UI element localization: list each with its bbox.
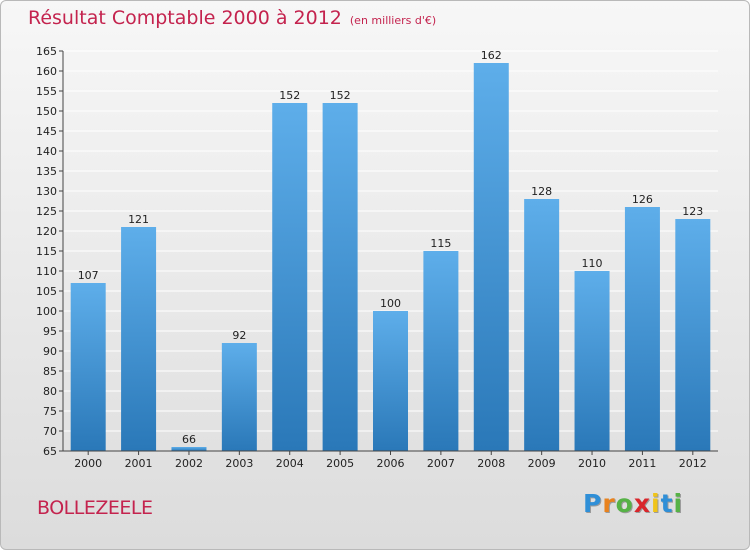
town-name: BOLLEZEELE: [37, 497, 153, 519]
bar: [423, 251, 459, 451]
bar-value-label: 128: [531, 185, 552, 198]
y-tick-label: 70: [43, 425, 57, 438]
bar-value-label: 123: [682, 205, 703, 218]
x-tick-label: 2004: [276, 457, 304, 470]
x-tick-label: 2012: [679, 457, 707, 470]
bar-value-label: 152: [330, 89, 351, 102]
y-tick-label: 80: [43, 385, 57, 398]
y-tick-label: 125: [36, 205, 57, 218]
bar: [322, 103, 358, 451]
y-tick-label: 110: [36, 265, 57, 278]
logo-letter: P: [583, 489, 603, 518]
y-tick-label: 115: [36, 245, 57, 258]
y-tick-label: 165: [36, 45, 57, 58]
proxiti-logo[interactable]: Proxiti: [583, 489, 683, 518]
y-tick-label: 155: [36, 85, 57, 98]
y-tick-label: 95: [43, 325, 57, 338]
bar: [675, 219, 711, 451]
logo-letter: r: [602, 489, 616, 518]
y-tick-label: 160: [36, 65, 57, 78]
bar-value-label: 162: [481, 49, 502, 62]
x-tick-label: 2009: [528, 457, 556, 470]
logo-letter: t: [660, 489, 674, 518]
chart-title-text: Résultat Comptable 2000 à 2012: [28, 7, 342, 29]
x-tick-label: 2005: [326, 457, 354, 470]
y-tick-label: 150: [36, 105, 57, 118]
bar-value-label: 66: [182, 433, 196, 446]
y-tick-label: 90: [43, 345, 57, 358]
y-tick-label: 100: [36, 305, 57, 318]
bar-value-label: 115: [430, 237, 451, 250]
bar-value-label: 121: [128, 213, 149, 226]
y-tick-label: 130: [36, 185, 57, 198]
logo-letter: x: [633, 489, 651, 518]
bar: [574, 271, 610, 451]
y-tick-label: 65: [43, 445, 57, 458]
bar: [373, 311, 408, 451]
y-tick-label: 85: [43, 365, 57, 378]
y-tick-label: 75: [43, 405, 57, 418]
y-tick-label: 145: [36, 125, 57, 138]
logo-letter: i: [673, 489, 684, 518]
bar: [70, 283, 106, 451]
bar-value-label: 100: [380, 297, 401, 310]
y-tick-label: 135: [36, 165, 57, 178]
x-tick-label: 2003: [225, 457, 253, 470]
x-tick-label: 2007: [427, 457, 455, 470]
x-tick-label: 2011: [628, 457, 656, 470]
y-tick-label: 140: [36, 145, 57, 158]
bar: [473, 63, 509, 451]
bar: [272, 103, 308, 451]
y-tick-label: 105: [36, 285, 57, 298]
bar: [624, 207, 660, 451]
x-tick-label: 2010: [578, 457, 606, 470]
x-tick-label: 2002: [175, 457, 203, 470]
logo-letter: i: [651, 489, 661, 518]
bar-value-label: 110: [582, 257, 603, 270]
bar: [221, 343, 257, 451]
x-tick-label: 2008: [477, 457, 505, 470]
bar-value-label: 126: [632, 193, 653, 206]
bar-value-label: 107: [78, 269, 99, 282]
logo-letter: o: [615, 489, 634, 518]
bar-value-label: 152: [279, 89, 300, 102]
x-tick-label: 2000: [74, 457, 102, 470]
x-tick-label: 2001: [125, 457, 153, 470]
chart-subtitle: (en milliers d'€): [349, 14, 437, 27]
bar: [524, 199, 560, 451]
x-tick-label: 2006: [377, 457, 405, 470]
bar: [171, 447, 207, 451]
bar: [121, 227, 157, 451]
chart-title: Résultat Comptable 2000 à 2012 (en millie…: [28, 7, 436, 29]
bar-value-label: 92: [232, 329, 246, 342]
y-tick-label: 120: [36, 225, 57, 238]
